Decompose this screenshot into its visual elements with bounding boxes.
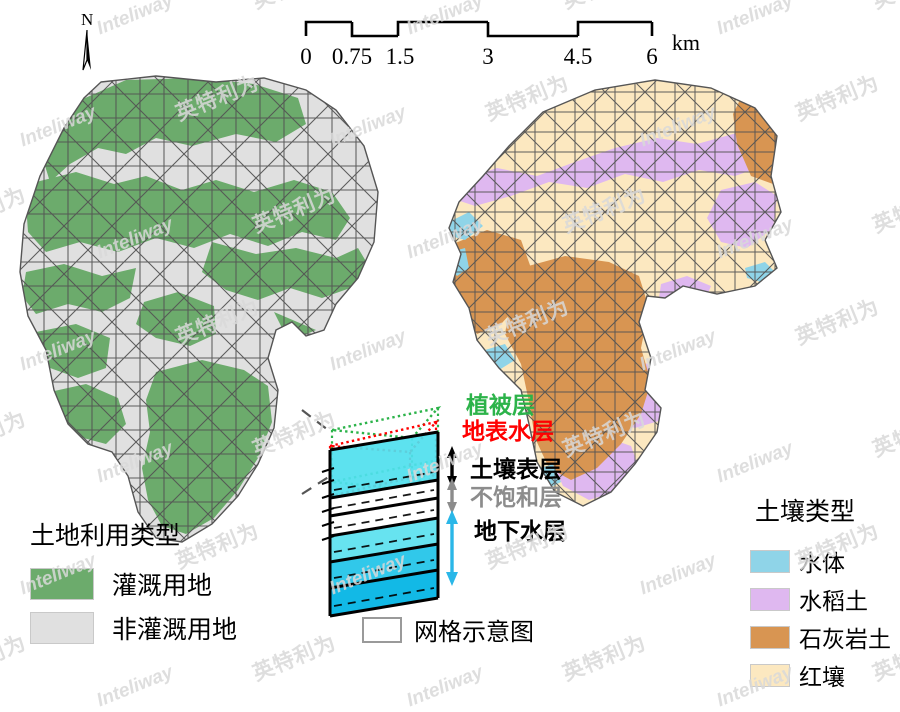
scale-tick-4.5: 4.5 [563, 44, 593, 69]
groundwater-slab-1 [330, 518, 438, 562]
legend-label-red-soil: 红壤 [799, 665, 845, 691]
sublayer-hatching [333, 471, 435, 607]
legend-swatch-paddy-soil [750, 587, 790, 611]
scale-tick-0.75: 0.75 [331, 44, 373, 69]
legend-swatch-grid-cell [362, 616, 402, 643]
soil-map-boundary [448, 79, 782, 507]
legend-swatch-irrigated [30, 568, 94, 600]
vertical-layer-schematic [301, 406, 458, 618]
scale-bar-graphic [304, 20, 654, 38]
scale-tick-1.5: 1.5 [385, 44, 415, 69]
watermark-cn: 英特利为 [869, 183, 900, 238]
north-arrow-icon [82, 29, 91, 71]
groundwater-slab-3 [330, 570, 438, 616]
north-arrow-label: N [81, 10, 94, 29]
soil-surface-slab [330, 480, 438, 516]
watermark-cn: 英特利为 [0, 0, 30, 15]
legend-label-limestone-soil: 石灰岩土 [799, 627, 891, 653]
watermark-cn: 英特利为 [791, 71, 883, 126]
land-use-map-boundary [19, 75, 379, 543]
legend-item-paddy-soil: 水稻土 [750, 582, 891, 616]
watermark-en: Inteliway [636, 549, 719, 600]
watermark-en: Inteliway [403, 661, 487, 712]
unsaturated-slab [330, 498, 438, 536]
surface-water-slab [330, 432, 438, 498]
layer-label-unsaturated: 不饱和层 [470, 485, 562, 511]
legend-swatch-limestone-soil [750, 625, 790, 649]
layer-label-vegetation: 植被层 [466, 393, 535, 419]
layer-label-groundwater: 地下水层 [474, 519, 566, 545]
legend-item-red-soil: 红壤 [750, 658, 891, 692]
scale-tick-3: 3 [482, 44, 494, 69]
soil-type-map [448, 79, 782, 507]
watermark-cn: 英特利为 [0, 631, 30, 686]
legend-item-water-body: 水体 [750, 544, 891, 578]
unsaturated-extent-arrow [447, 478, 457, 514]
legend-label-irrigated: 灌溉用地 [112, 571, 213, 600]
watermark-cn: 英特利为 [791, 295, 883, 350]
layer-label-soil-surface: 土壤表层 [470, 457, 562, 483]
layer-label-surface-water: 地表水层 [462, 419, 554, 445]
scale-bar: km 0 0.75 1.5 3 4.5 6 [296, 14, 700, 72]
legend-land-use: 土地利用类型 灌溉用地 非灌溉用地 [30, 516, 237, 654]
scale-tick-0: 0 [300, 44, 312, 69]
legend-item-non-irrigated: 非灌溉用地 [30, 610, 237, 646]
legend-item-limestone-soil: 石灰岩土 [750, 620, 891, 654]
legend-label-water-body: 水体 [799, 551, 845, 577]
leader-lines [301, 409, 331, 495]
legend-swatch-red-soil [750, 663, 790, 687]
watermark-cn: 英特利为 [249, 631, 340, 686]
scale-tick-6: 6 [646, 44, 658, 69]
legend-land-use-title: 土地利用类型 [30, 521, 181, 550]
scale-bar-unit: km [671, 30, 700, 55]
groundwater-slab-2 [330, 544, 438, 588]
north-arrow: N [68, 10, 110, 74]
watermark-en: Inteliway [93, 661, 177, 712]
legend-soil-rows: 水体 水稻土 石灰岩土 红壤 [750, 544, 891, 696]
legend-item-irrigated: 灌溉用地 [30, 566, 237, 602]
watermark-en: Inteliway [713, 0, 797, 40]
watermark-cn: 英特利为 [868, 0, 900, 15]
land-use-type-map [19, 75, 379, 543]
legend-swatch-non-irrigated [30, 612, 94, 644]
watermark-cn: 英特利为 [869, 407, 900, 462]
layer-separators [328, 430, 440, 618]
legend-swatch-water-body [750, 549, 790, 573]
left-face-ticks [321, 467, 335, 541]
legend-soil-title: 土壤类型 [755, 497, 856, 526]
legend-label-grid-schematic: 网格示意图 [414, 618, 534, 646]
legend-label-paddy-soil: 水稻土 [799, 589, 868, 615]
legend-grid-schematic: 网格示意图 [362, 612, 534, 647]
watermark-cn: 英特利为 [559, 631, 650, 686]
legend-label-non-irrigated: 非灌溉用地 [112, 615, 238, 644]
groundwater-extent-arrow [446, 510, 458, 586]
